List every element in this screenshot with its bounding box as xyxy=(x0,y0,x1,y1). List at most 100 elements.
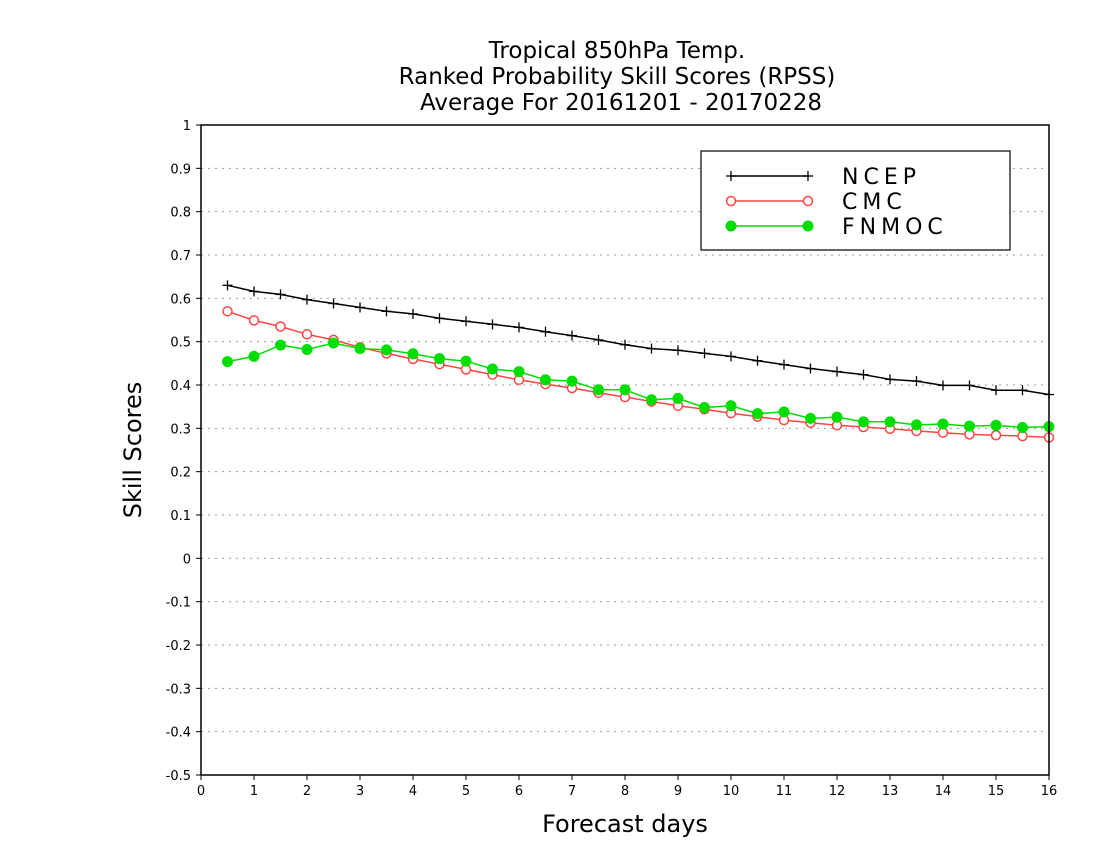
legend-entry: FNMOC xyxy=(725,215,948,240)
x-tick-label: 5 xyxy=(462,784,470,799)
x-tick-label: 14 xyxy=(935,784,952,799)
data-point xyxy=(726,351,736,362)
data-point xyxy=(275,321,286,332)
data-point xyxy=(858,416,869,428)
data-point xyxy=(884,416,896,428)
data-point xyxy=(301,343,313,355)
y-tick-label: 0.1 xyxy=(170,509,191,524)
data-point xyxy=(487,363,498,375)
data-point xyxy=(779,359,789,370)
x-tick-label: 13 xyxy=(882,784,899,799)
x-tick-label: 3 xyxy=(356,784,364,799)
data-point xyxy=(725,195,737,207)
series-line xyxy=(227,342,1050,429)
data-point xyxy=(990,430,1002,441)
y-tick-label: 0.4 xyxy=(170,379,191,394)
x-tick-label: 8 xyxy=(621,784,629,799)
data-point xyxy=(725,220,737,232)
data-point xyxy=(540,326,551,337)
data-point xyxy=(964,380,975,391)
data-point xyxy=(487,319,498,330)
x-tick-label: 10 xyxy=(723,784,740,799)
data-point xyxy=(434,313,445,324)
data-point xyxy=(567,330,577,341)
y-tick-label: 1 xyxy=(183,119,191,134)
data-point xyxy=(222,306,233,317)
y-tick-label: -0.5 xyxy=(166,769,191,784)
y-axis-ticks: -0.5 -0.4 -0.3 -0.2 -0.1 0 0.1 0.2 0.3 0.4 0.5 0.6 0… xyxy=(166,119,201,784)
data-point xyxy=(249,286,259,297)
x-tick-label: 15 xyxy=(988,784,1005,799)
x-tick-label: 11 xyxy=(776,784,793,799)
data-point xyxy=(673,345,683,356)
data-point xyxy=(831,411,843,423)
series-ncep xyxy=(222,280,1054,400)
x-axis-ticks: 0 1 2 3 4 5 6 7 8 9 10 11 12 13 14 15 16 xyxy=(197,775,1057,799)
data-point xyxy=(513,366,525,378)
y-axis-label: Skill Scores xyxy=(119,382,147,519)
data-point xyxy=(355,302,365,313)
data-point xyxy=(354,343,366,355)
data-point xyxy=(699,402,710,414)
data-point xyxy=(461,316,471,327)
y-tick-label: -0.2 xyxy=(166,639,191,654)
data-point xyxy=(620,339,630,350)
legend-label: NCEP xyxy=(842,165,921,190)
data-point xyxy=(381,306,392,317)
data-point xyxy=(328,298,339,309)
data-point xyxy=(646,343,657,354)
data-point xyxy=(275,339,286,351)
legend-entry: NCEP xyxy=(726,165,921,190)
data-point xyxy=(1017,385,1028,396)
series-layer xyxy=(222,280,1055,443)
x-tick-label: 4 xyxy=(409,784,417,799)
data-point xyxy=(990,419,1002,431)
data-point xyxy=(593,334,604,345)
data-point xyxy=(222,356,233,368)
data-point xyxy=(301,329,313,340)
data-point xyxy=(726,171,736,181)
data-point xyxy=(937,427,949,438)
title-line-3: Average For 20161201 - 20170228 xyxy=(420,90,822,116)
series-fnmoc xyxy=(222,337,1055,433)
data-point xyxy=(858,369,869,380)
y-tick-label: 0.7 xyxy=(170,249,191,264)
data-point xyxy=(725,400,737,412)
x-tick-label: 6 xyxy=(515,784,523,799)
series-line xyxy=(227,284,1050,396)
data-point xyxy=(699,348,710,359)
data-point xyxy=(911,376,922,387)
data-point xyxy=(805,363,816,374)
y-tick-label: 0.8 xyxy=(170,206,191,221)
x-axis-label: Forecast days xyxy=(542,810,708,838)
gridlines xyxy=(201,167,1049,733)
x-tick-label: 1 xyxy=(250,784,258,799)
legend-label: CMC xyxy=(842,190,907,215)
data-point xyxy=(964,420,975,432)
y-tick-label: -0.3 xyxy=(166,682,191,697)
data-point xyxy=(1017,430,1028,442)
data-point xyxy=(802,220,814,232)
data-point xyxy=(672,392,684,404)
data-point xyxy=(248,315,260,326)
data-point xyxy=(937,418,949,430)
data-point xyxy=(407,348,419,360)
data-point xyxy=(805,412,816,424)
y-tick-label: 0.5 xyxy=(170,336,191,351)
data-point xyxy=(328,337,339,349)
data-point xyxy=(991,385,1001,396)
x-tick-label: 16 xyxy=(1041,784,1058,799)
data-point xyxy=(752,355,763,366)
data-point xyxy=(302,294,312,305)
series-line xyxy=(227,310,1050,439)
x-tick-label: 2 xyxy=(303,784,311,799)
data-point xyxy=(408,308,418,319)
series-cmc xyxy=(222,306,1055,443)
data-point xyxy=(248,350,260,362)
data-point xyxy=(778,406,790,418)
legend-label: FNMOC xyxy=(842,215,948,240)
x-tick-label: 7 xyxy=(568,784,576,799)
legend-entry: CMC xyxy=(725,190,907,215)
x-tick-label: 9 xyxy=(674,784,682,799)
